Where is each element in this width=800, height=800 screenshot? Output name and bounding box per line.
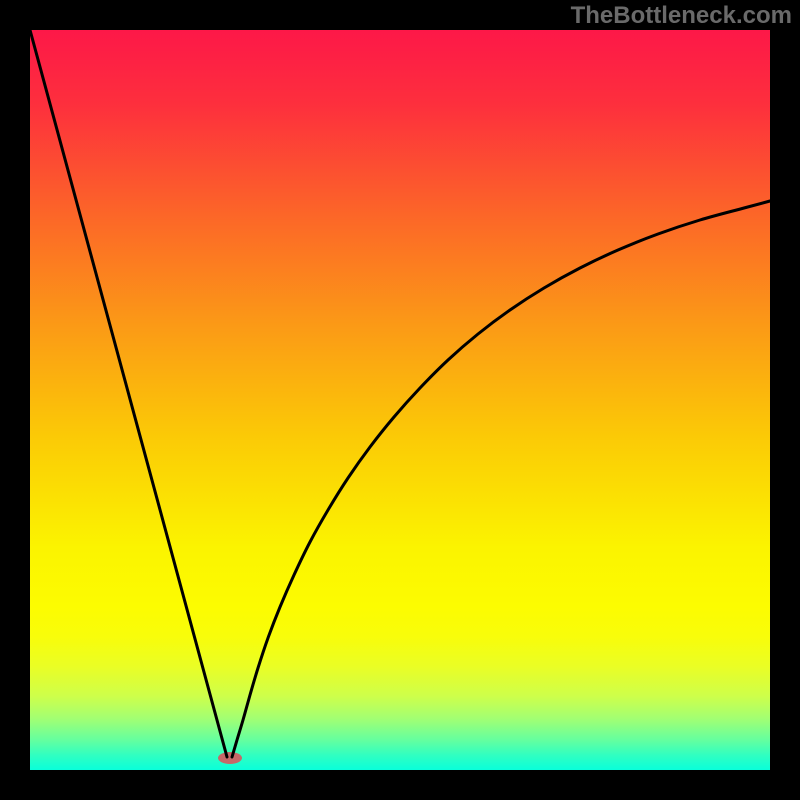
watermark-text: TheBottleneck.com <box>571 2 792 30</box>
bottleneck-chart <box>0 0 800 800</box>
border-right <box>770 0 800 800</box>
border-left <box>0 0 30 800</box>
gradient-background <box>30 30 770 770</box>
border-bottom <box>0 770 800 800</box>
chart-container: TheBottleneck.com <box>0 0 800 800</box>
sweet-spot-marker <box>218 752 242 764</box>
